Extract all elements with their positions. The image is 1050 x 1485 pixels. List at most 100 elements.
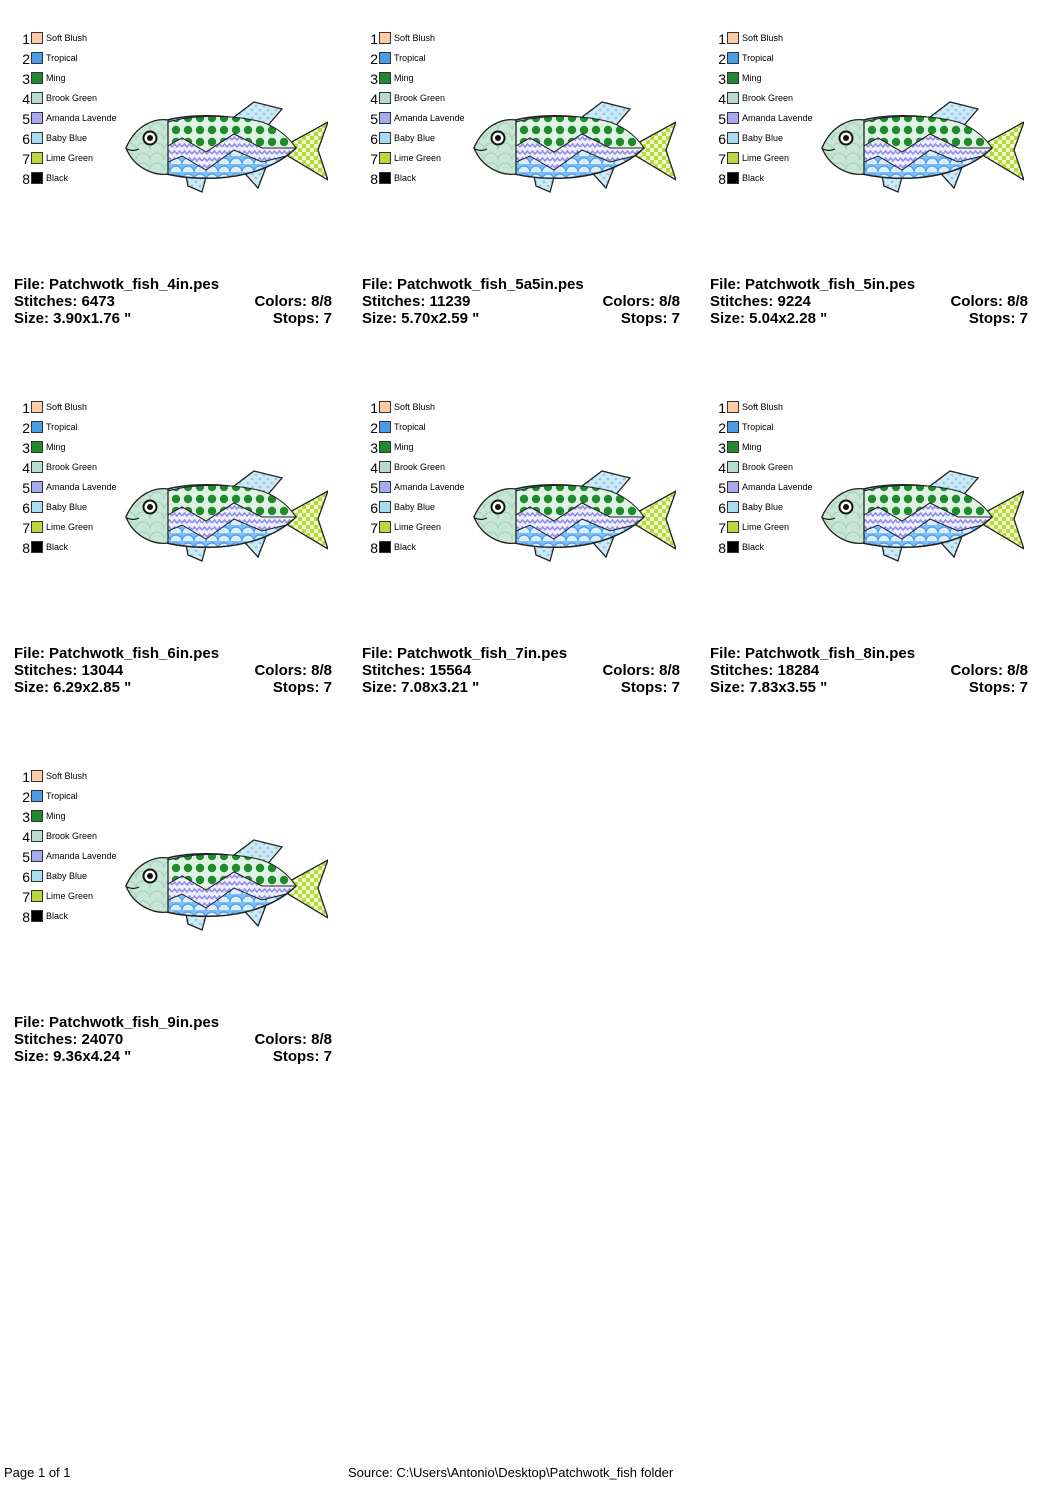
- thread-color-swatch: [727, 152, 739, 164]
- thread-color-swatch: [31, 850, 43, 862]
- stop-count: Stops: 7: [968, 679, 1028, 696]
- thread-color-name: Amanda Lavende: [394, 482, 465, 492]
- thread-color-row: 4 Brook Green: [366, 90, 471, 110]
- thread-color-number: 3: [718, 440, 726, 456]
- thread-color-number: 1: [370, 31, 378, 47]
- thread-color-row: 3 Ming: [714, 439, 819, 459]
- stitch-count: Stitches: 6473: [14, 293, 115, 310]
- design-info: File: Patchwotk_fish_4in.pes Stitches: 64…: [14, 276, 332, 327]
- thread-color-number: 8: [718, 171, 726, 187]
- thread-color-row: 5 Amanda Lavende: [366, 479, 471, 499]
- thread-color-row: 7 Lime Green: [366, 519, 471, 539]
- thread-color-swatch: [727, 501, 739, 513]
- thread-color-row: 6 Baby Blue: [714, 499, 819, 519]
- thread-color-swatch: [379, 72, 391, 84]
- design-card: 1 Soft Blush 2 Tropical 3 Ming 4 Brook Green 5 Am…: [710, 399, 1030, 729]
- thread-color-swatch: [31, 32, 43, 44]
- thread-color-name: Brook Green: [394, 93, 446, 103]
- thread-color-swatch: [379, 132, 391, 144]
- thread-color-number: 1: [718, 31, 726, 47]
- thread-color-number: 3: [718, 71, 726, 87]
- thread-color-row: 2 Tropical: [18, 50, 123, 70]
- thread-color-number: 1: [718, 400, 726, 416]
- thread-color-name: Soft Blush: [742, 402, 784, 412]
- thread-color-row: 1 Soft Blush: [18, 768, 123, 788]
- thread-color-name: Black: [46, 542, 69, 552]
- thread-color-number: 2: [22, 789, 30, 805]
- thread-color-swatch: [31, 790, 43, 802]
- thread-color-name: Lime Green: [394, 153, 442, 163]
- thread-color-number: 1: [370, 400, 378, 416]
- thread-color-number: 2: [22, 51, 30, 67]
- thread-color-number: 5: [370, 111, 378, 127]
- thread-color-name: Baby Blue: [394, 133, 436, 143]
- thread-color-row: 2 Tropical: [366, 419, 471, 439]
- thread-color-swatch: [31, 132, 43, 144]
- tail-fin: [635, 490, 676, 550]
- thread-color-number: 8: [370, 171, 378, 187]
- design-info: File: Patchwotk_fish_7in.pes Stitches: 15…: [362, 645, 680, 696]
- thread-color-swatch: [31, 72, 43, 84]
- color-count: Colors: 8/8: [950, 662, 1028, 679]
- color-count: Colors: 8/8: [254, 1031, 332, 1048]
- file-name: File: Patchwotk_fish_8in.pes: [710, 645, 916, 662]
- thread-color-name: Lime Green: [742, 153, 790, 163]
- thread-color-list: 1 Soft Blush 2 Tropical 3 Ming 4 Brook Green 5 Am…: [366, 399, 471, 559]
- thread-color-swatch: [31, 152, 43, 164]
- thread-color-row: 6 Baby Blue: [366, 130, 471, 150]
- thread-color-swatch: [727, 172, 739, 184]
- thread-color-swatch: [727, 441, 739, 453]
- thread-color-list: 1 Soft Blush 2 Tropical 3 Ming 4 Brook Green 5 Am…: [366, 30, 471, 190]
- thread-color-swatch: [31, 521, 43, 533]
- stitch-count: Stitches: 13044: [14, 662, 124, 679]
- design-card: 1 Soft Blush 2 Tropical 3 Ming 4 Brook Green 5 Am…: [14, 399, 334, 729]
- fish-mouth: [822, 148, 836, 152]
- fish-pupil: [495, 504, 501, 510]
- thread-color-name: Baby Blue: [46, 502, 88, 512]
- thread-color-swatch: [727, 32, 739, 44]
- fish-head: [473, 487, 517, 544]
- thread-color-swatch: [31, 172, 43, 184]
- thread-color-row: 5 Amanda Lavende: [366, 110, 471, 130]
- thread-color-number: 8: [718, 540, 726, 556]
- thread-color-number: 7: [370, 151, 378, 167]
- thread-color-number: 5: [718, 111, 726, 127]
- fish-head: [125, 856, 169, 913]
- thread-color-row: 4 Brook Green: [714, 459, 819, 479]
- thread-color-number: 7: [718, 151, 726, 167]
- thread-color-swatch: [379, 172, 391, 184]
- design-card: 1 Soft Blush 2 Tropical 3 Ming 4 Brook Green 5 Am…: [710, 30, 1030, 360]
- stop-count: Stops: 7: [620, 679, 680, 696]
- design-info: File: Patchwotk_fish_8in.pes Stitches: 18…: [710, 645, 1028, 696]
- design-size: Size: 9.36x4.24 ": [14, 1048, 132, 1065]
- design-size: Size: 7.08x3.21 ": [362, 679, 480, 696]
- thread-color-number: 1: [22, 31, 30, 47]
- stitch-count: Stitches: 24070: [14, 1031, 124, 1048]
- thread-color-swatch: [31, 830, 43, 842]
- thread-color-name: Black: [394, 542, 417, 552]
- thread-color-name: Black: [46, 911, 69, 921]
- fish-pupil: [147, 135, 153, 141]
- thread-color-row: 7 Lime Green: [18, 150, 123, 170]
- thread-color-row: 1 Soft Blush: [366, 30, 471, 50]
- thread-color-swatch: [379, 461, 391, 473]
- thread-color-swatch: [379, 421, 391, 433]
- design-card: 1 Soft Blush 2 Tropical 3 Ming 4 Brook Green 5 Am…: [362, 30, 682, 360]
- thread-color-row: 8 Black: [366, 170, 471, 190]
- thread-color-row: 5 Amanda Lavende: [18, 479, 123, 499]
- thread-color-number: 4: [718, 460, 726, 476]
- thread-color-number: 3: [370, 440, 378, 456]
- thread-color-row: 2 Tropical: [714, 419, 819, 439]
- fish-design-preview: [125, 470, 328, 562]
- thread-color-swatch: [31, 112, 43, 124]
- thread-color-swatch: [31, 770, 43, 782]
- thread-color-row: 7 Lime Green: [18, 888, 123, 908]
- thread-color-row: 4 Brook Green: [714, 90, 819, 110]
- thread-color-swatch: [31, 910, 43, 922]
- zigzag-patch: [167, 502, 298, 540]
- thread-color-row: 5 Amanda Lavende: [714, 110, 819, 130]
- thread-color-name: Tropical: [742, 422, 774, 432]
- thread-color-swatch: [727, 541, 739, 553]
- thread-color-row: 6 Baby Blue: [18, 130, 123, 150]
- fish-head: [821, 487, 865, 544]
